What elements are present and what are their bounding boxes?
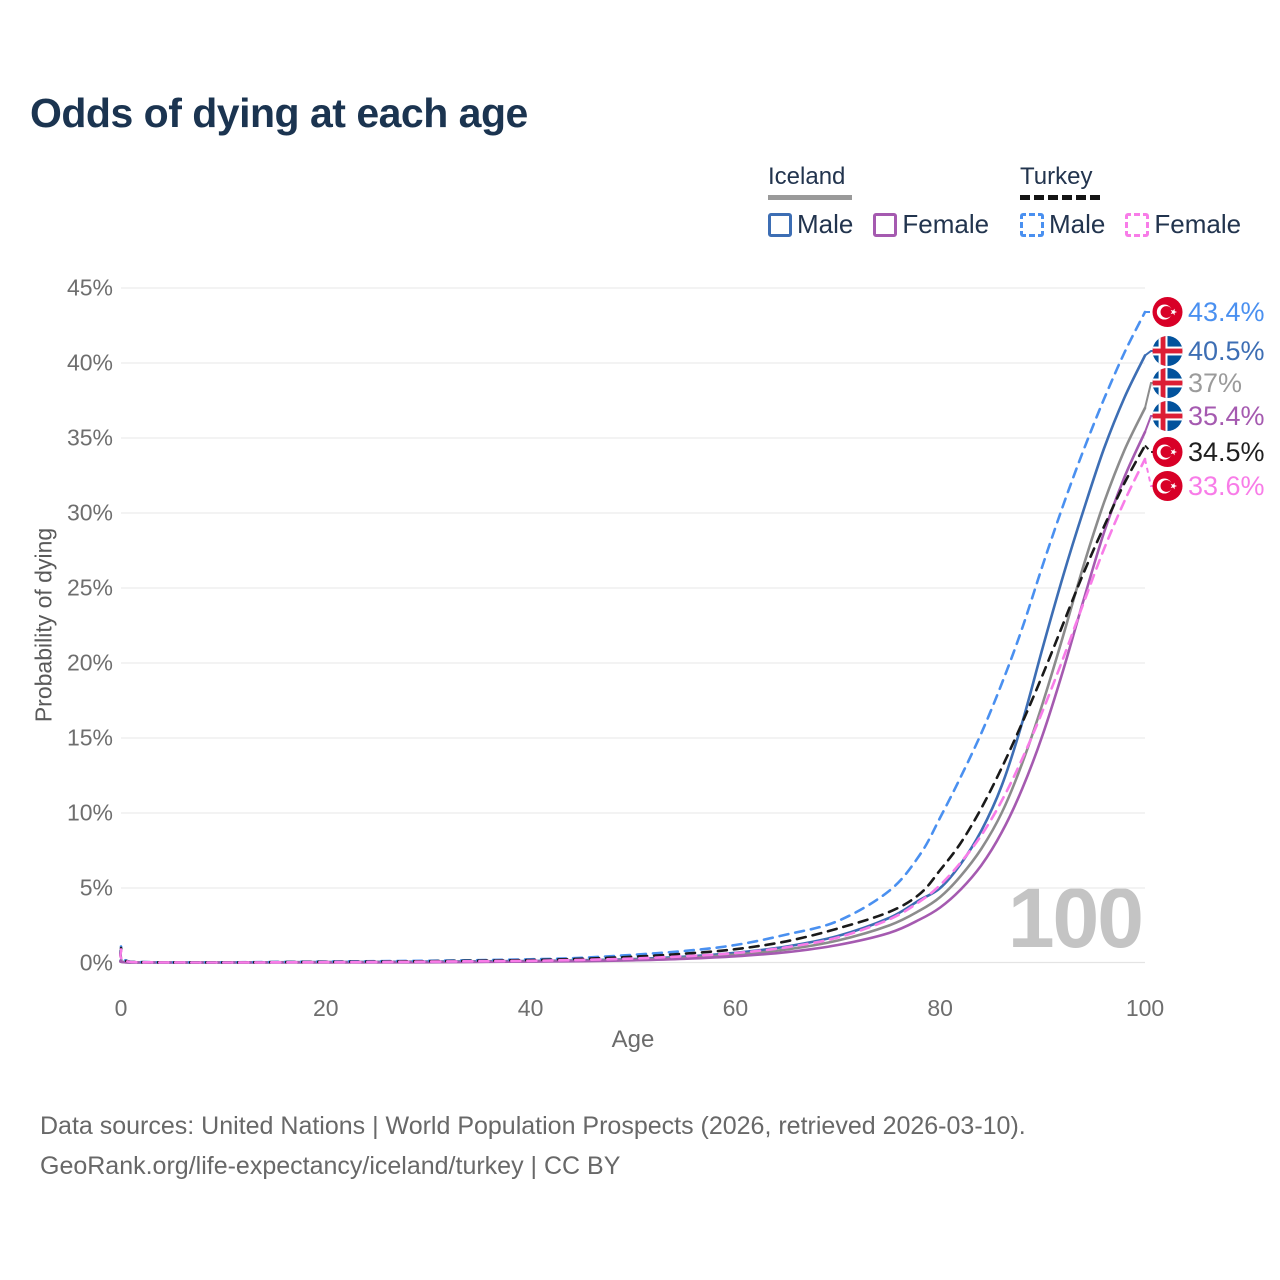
series-line-iceland-male (119, 354, 1147, 964)
x-tick-label-60: 60 (722, 995, 749, 1021)
legend-item-iceland-male[interactable]: Male (768, 209, 853, 240)
legend-item-turkey-female[interactable]: Female (1125, 209, 1241, 240)
iceland-female-swatch[interactable] (873, 212, 898, 237)
gridlines (121, 287, 1145, 964)
series-line-turkey-both (119, 444, 1147, 964)
y-tick-label-15: 15% (66, 724, 113, 751)
end-value-label-turkey-both: 34.5% (1188, 437, 1265, 467)
x-tick-label-40: 40 (517, 995, 544, 1021)
series-line-turkey-female (119, 457, 1147, 964)
legend-item-iceland-female[interactable]: Female (873, 209, 989, 240)
y-tick-label-20: 20% (66, 649, 113, 676)
turkey-dashed-line-sample (1020, 195, 1100, 200)
footer-attribution: GeoRank.org/life-expectancy/iceland/turk… (40, 1152, 621, 1180)
legend-label-turkey-male: Male (1049, 209, 1106, 239)
series-line-iceland-female (119, 430, 1147, 964)
iceland-flag-icon (1152, 336, 1183, 367)
x-tick-label-0: 0 (114, 995, 128, 1021)
turkey-flag-icon (1152, 296, 1183, 328)
end-value-label-iceland-male: 40.5% (1188, 336, 1265, 366)
end-value-label-iceland-female: 35.4% (1188, 401, 1265, 431)
iceland-flag-icon (1152, 401, 1183, 432)
iceland-male-swatch[interactable] (768, 212, 792, 237)
legend-group-iceland: Iceland Male Female (768, 163, 1009, 240)
footer-datasource: Data sources: United Nations | World Pop… (40, 1112, 1026, 1140)
series-lines (119, 310, 1147, 964)
end-value-label-turkey-female: 33.6% (1188, 471, 1265, 501)
turkey-flag-icon (1152, 470, 1183, 502)
turkey-female-swatch[interactable] (1125, 212, 1150, 237)
series-line-iceland-both (119, 406, 1147, 964)
y-tick-label-40: 40% (66, 349, 113, 376)
y-tick-label-30: 30% (66, 499, 113, 526)
iceland-solid-line-sample (768, 195, 852, 200)
turkey-flag-icon (1152, 436, 1183, 468)
legend-group-turkey: Turkey Male Female (1020, 163, 1261, 240)
legend-heading-turkey: Turkey (1020, 163, 1093, 190)
end-value-label-iceland-both: 37% (1188, 368, 1242, 398)
footer: Data sources: United Nations | World Pop… (40, 1106, 1026, 1186)
x-tick-label-80: 80 (927, 995, 953, 1021)
x-axis-title: Age (611, 1026, 655, 1053)
y-tick-label-10: 10% (66, 799, 113, 826)
end-value-label-turkey-male: 43.4% (1188, 297, 1265, 327)
y-tick-label-35: 35% (66, 424, 113, 451)
age-watermark: 100 (1007, 871, 1144, 965)
legend-heading-iceland: Iceland (768, 163, 846, 190)
page-title: Odds of dying at each age (30, 90, 528, 136)
y-tick-label-5: 5% (79, 874, 113, 901)
y-tick-label-45: 45% (66, 274, 113, 301)
series-line-turkey-male (119, 310, 1147, 964)
x-tick-label-20: 20 (313, 995, 339, 1021)
turkey-male-swatch[interactable] (1020, 212, 1044, 237)
iceland-flag-icon (1152, 368, 1183, 399)
legend-label-turkey-female: Female (1154, 209, 1242, 239)
legend-item-turkey-male[interactable]: Male (1020, 209, 1105, 240)
end-labels: 40.5%37%35.4% 43.4% 34.5% 33.6% (1144, 296, 1265, 502)
y-tick-label-0: 0% (79, 949, 113, 975)
y-tick-label-25: 25% (66, 574, 113, 601)
x-tick-label-100: 100 (1125, 995, 1165, 1021)
legend-label-iceland-male: Male (797, 209, 854, 239)
legend-label-iceland-female: Female (902, 209, 990, 239)
